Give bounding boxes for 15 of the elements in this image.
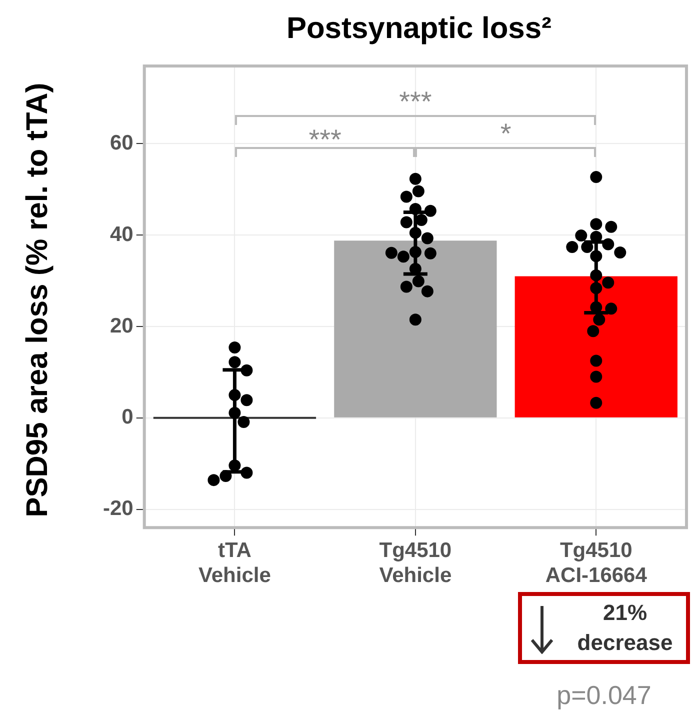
text: p=0.047 xyxy=(556,680,652,711)
annotation: * xyxy=(500,118,512,150)
x-tick-label: Tg4510 Vehicle xyxy=(379,538,452,588)
x-tick-label: tTA Vehicle xyxy=(198,538,271,588)
y-tick-label: -20 xyxy=(102,497,134,520)
y-tick-label: 60 xyxy=(110,131,134,154)
x-tick-label: Tg4510 ACI-16664 xyxy=(545,538,648,588)
y-axis-title: PSD95 area loss (% rel. to tTA) xyxy=(21,82,55,518)
chart-title: Postsynaptic loss² xyxy=(285,12,553,46)
y-tick-label: 40 xyxy=(110,222,134,246)
text: 21% decrease xyxy=(576,599,674,657)
y-tick-label: 0 xyxy=(122,406,134,429)
annotation: *** xyxy=(399,86,432,118)
annotation: *** xyxy=(308,124,342,156)
y-tick-label: 20 xyxy=(110,314,134,338)
